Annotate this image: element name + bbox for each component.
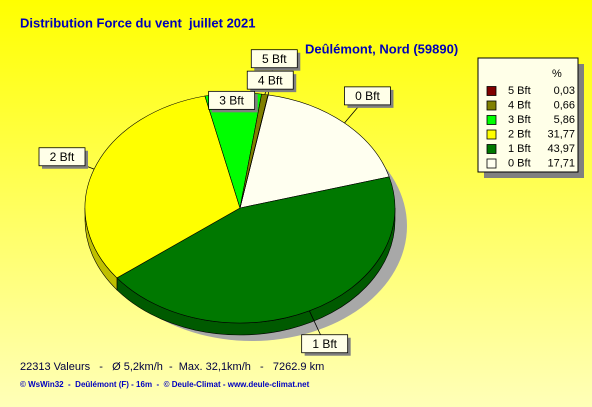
footer-stats: 22313 Valeurs - Ø 5,2km/h - Max. 32,1km/… bbox=[20, 361, 324, 373]
legend-label: 4 Bft bbox=[508, 99, 531, 111]
legend-swatch bbox=[486, 86, 497, 96]
legend-value: 5,86 bbox=[554, 114, 575, 126]
legend-swatch bbox=[486, 115, 497, 125]
label-box bbox=[38, 147, 86, 167]
legend-swatch bbox=[486, 144, 497, 154]
label-box bbox=[208, 90, 256, 110]
legend-value: 17,71 bbox=[547, 157, 575, 169]
slice bbox=[84, 95, 241, 279]
label-box bbox=[344, 86, 391, 106]
slice-label: 5 Bft bbox=[262, 52, 287, 66]
legend-label: 5 Bft bbox=[508, 85, 531, 97]
slice bbox=[239, 94, 390, 209]
legend-value: 0,66 bbox=[554, 99, 575, 111]
legend-label: 0 Bft bbox=[508, 157, 531, 169]
label-box bbox=[246, 70, 294, 90]
slice-labels: 5 Bft 4 Bft 3 Bft 2 Bft 1 Bft 0 Bft bbox=[38, 49, 394, 356]
chart-title: Distribution Force du vent juillet 2021 bbox=[20, 15, 256, 30]
legend-swatch bbox=[486, 129, 497, 140]
chart-subtitle: Deûlémont, Nord (59890) bbox=[305, 41, 458, 56]
legend-value: 43,97 bbox=[547, 143, 575, 155]
pie bbox=[84, 92, 396, 336]
legend-swatch bbox=[486, 100, 497, 111]
slice-label: 1 Bft bbox=[312, 337, 337, 351]
legend-label: 1 Bft bbox=[508, 143, 531, 155]
slice-label: 2 Bft bbox=[50, 150, 75, 164]
footer-credit: © WsWin32 - Deûlémont (F) - 16m - © Deul… bbox=[20, 380, 310, 389]
legend-value: 31,77 bbox=[547, 128, 575, 140]
legend-label: 2 Bft bbox=[508, 128, 531, 140]
legend-label: 3 Bft bbox=[508, 114, 531, 126]
slice-label: 3 Bft bbox=[219, 94, 244, 108]
slice-label: 4 Bft bbox=[258, 73, 283, 87]
label-box bbox=[301, 334, 349, 354]
label-box bbox=[250, 49, 298, 69]
legend-swatch bbox=[486, 158, 497, 169]
legend-value: 0,03 bbox=[554, 85, 575, 97]
legend: 5 Bft 0,03 4 Bft 0,66 3 Bft 5,86 2 Bft 31,77 1 B… bbox=[486, 85, 575, 169]
legend-header: % bbox=[552, 68, 562, 80]
slice-label: 0 Bft bbox=[355, 89, 380, 103]
